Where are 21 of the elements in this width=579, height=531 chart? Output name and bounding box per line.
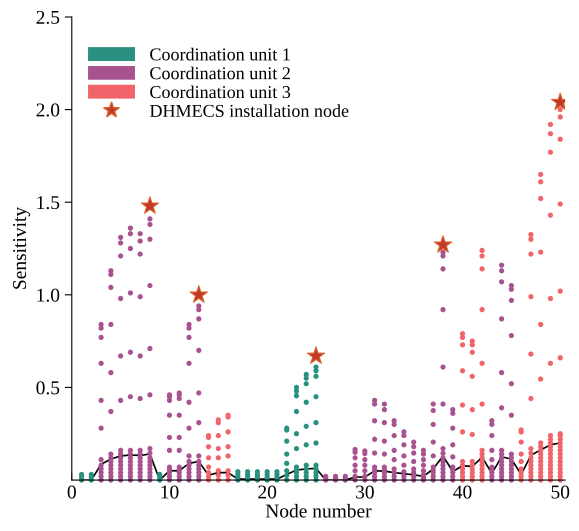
legend-label: Coordination unit 3: [150, 85, 290, 98]
legend-label: Coordination unit 2: [150, 66, 290, 80]
point: [434, 235, 452, 253]
x-tick-label: 40: [453, 485, 472, 499]
y-tick-label: 0.5: [36, 381, 60, 394]
point: [140, 196, 160, 214]
y-axis-title: Sensitivity: [13, 206, 30, 289]
point: [190, 285, 208, 303]
legend-label: Coordination unit 1: [150, 48, 290, 60]
x-tick-label: 50: [552, 485, 570, 499]
x-tick-label: 30: [356, 485, 374, 499]
y-tick-label: 2.5: [36, 10, 60, 24]
legend-label: DHMECS installation node: [150, 104, 348, 117]
x-tick-label: 0: [68, 485, 76, 499]
y-tick-label: 1.0: [37, 288, 60, 302]
y-tick-label: 1.5: [37, 196, 60, 210]
point: [306, 346, 326, 364]
x-tick-label: 10: [161, 485, 178, 499]
x-axis-title: Node number: [266, 504, 372, 518]
y-tick-label: 2.0: [36, 103, 60, 117]
x-tick-label: 20: [258, 485, 276, 499]
